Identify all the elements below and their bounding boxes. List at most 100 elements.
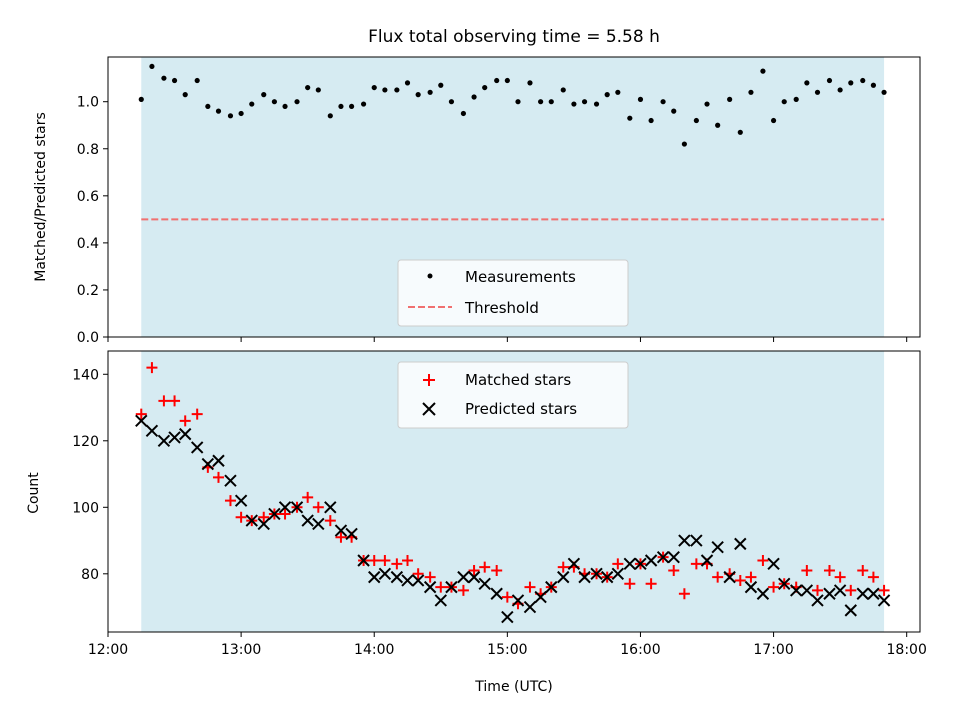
y-tick-label: 120 [72,434,99,450]
matched-star-point [612,558,624,570]
matched-star-point [690,558,702,570]
measurement-point [338,103,344,110]
measurement-point [860,77,866,84]
y-axis-label: Count [26,472,42,514]
measurement-point [494,77,500,84]
measurement-point [504,77,510,84]
x-tick-label: 18:00 [887,642,927,658]
matched-star-point [135,408,147,420]
predicted-star-point [578,570,591,584]
matched-star-point [501,591,513,603]
matched-star-point [745,571,757,583]
matched-star-point [179,415,191,427]
predicted-star-point [411,574,425,587]
legend: Matched stars Predicted stars [397,361,629,429]
predicted-star-point [711,540,724,554]
measurement-point [748,89,754,95]
measurement-point [826,77,833,84]
predicted-star-point [557,570,570,584]
predicted-star-point [644,554,658,567]
matched-star-point [479,561,491,573]
y-axis-label: Matched/Predicted stars [33,112,49,282]
matched-star-point [823,564,835,576]
matched-star-point [158,395,170,407]
measurement-point [848,80,854,86]
measurement-point [194,77,200,84]
predicted-star-point [478,577,491,590]
x-axis-label: Time (UTC) [474,679,552,695]
measurement-point [727,96,733,102]
matched-star-point [712,571,724,583]
measurement-point [327,113,333,119]
matched-star-point [845,584,857,596]
x-tick-label: 13:00 [221,642,261,658]
predicted-star-point [611,567,625,581]
predicted-star-point [744,580,758,594]
matched-star-point [878,584,890,596]
predicted-star-point [401,574,414,587]
measurement-point [482,84,488,91]
measurement-point [238,110,244,117]
y-tick-label: 0.4 [77,236,99,252]
predicted-star-point [434,594,447,607]
matched-star-point [557,561,569,573]
measurement-point [305,84,311,91]
measurement-point [837,87,843,93]
measurement-point [371,84,377,91]
predicted-star-point [789,584,803,597]
predicted-star-point [312,517,325,531]
predicted-star-point [201,457,215,471]
measurement-point [693,117,699,124]
y-tick-label: 0.2 [77,283,99,299]
measurement-point [205,103,211,110]
matched-star-point [491,564,503,576]
measurement-point [627,115,633,121]
predicted-star-point [268,507,281,521]
measurement-point [870,82,877,88]
measurement-point [715,122,721,128]
measurement-point [770,117,777,124]
measurement-point [660,99,666,105]
measurement-point [460,110,467,117]
y-tick-label: 80 [81,567,99,583]
predicted-star-point [778,577,791,590]
matched-star-point [191,408,203,420]
measurement-point [382,87,388,93]
measurement-point [538,99,544,105]
predicted-star-point [390,570,404,584]
matched-star-point [678,588,690,600]
predicted-star-point [534,590,547,604]
predicted-star-point [301,514,314,527]
measurement-point [560,87,566,93]
matched-star-point [867,571,879,583]
measurement-point [227,113,234,119]
legend-box [397,361,629,429]
measurement-point [448,99,455,105]
chart-title: Flux total observing time = 5.58 h [368,27,660,47]
measurement-point [294,99,300,105]
measurement-point [315,87,321,93]
measurement-point [161,75,167,81]
matched-star-point [801,564,813,576]
matched-star-point [169,395,181,407]
matched-star-point [368,555,380,567]
plot-frame [107,350,921,633]
legend-label-predicted: Predicted stars [465,400,577,418]
predicted-star-point [523,600,537,614]
measurement-point [637,96,644,102]
measurement-point [427,89,433,95]
legend: Measurements Threshold [397,259,629,327]
matched-star-point [857,564,869,576]
x-tick-label: 12:00 [88,642,128,658]
matched-star-point [379,555,391,567]
x-tick-label: 16:00 [620,642,660,658]
measurement-point [471,94,477,100]
measurement-point [548,99,554,105]
predicted-star-point [145,424,159,438]
measurement-point [149,63,155,70]
predicted-star-point [877,594,891,607]
measurement-point [515,99,521,105]
predicted-star-point [690,534,703,547]
measurement-point [737,129,743,135]
matched-star-point [524,581,536,593]
